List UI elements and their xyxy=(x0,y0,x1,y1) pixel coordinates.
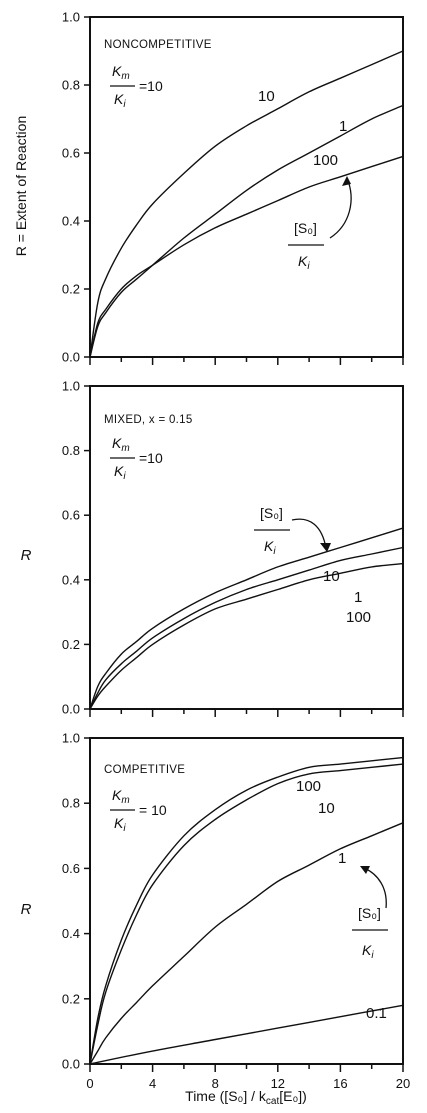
y-tick-label: 0.4 xyxy=(62,926,80,941)
y-tick-label: 0.6 xyxy=(62,861,80,876)
series-line-0.1 xyxy=(89,1004,404,1065)
series-line-100 xyxy=(89,756,404,1065)
x-tick-label: 4 xyxy=(149,1076,156,1091)
y-tick-label: 0.6 xyxy=(62,508,80,523)
plot-frame xyxy=(89,737,404,1065)
y-ticks: 0.0 0.2 0.4 0.6 0.8 1.0 xyxy=(62,731,90,1072)
s0-ki-legend: [S₀] Ki xyxy=(352,866,388,961)
y-axis-label: R xyxy=(21,901,32,918)
curve-label-1: 1 xyxy=(339,118,347,135)
curve-label-10: 10 xyxy=(318,800,335,817)
km-ki-ratio: Km Ki =10 xyxy=(110,63,163,110)
legend-top: [S₀] xyxy=(358,905,381,921)
series-line-10 xyxy=(89,763,404,1065)
km-ki-ratio: Km Ki =10 xyxy=(110,435,163,482)
panel-mixed: MIXED, x = 0.15 Km Ki =10 R 0.0 0.2 0.4 0.6… xyxy=(21,379,404,717)
y-tick-label: 0.4 xyxy=(62,572,80,587)
arrow-head xyxy=(360,866,370,874)
km-ki-ratio: Km Ki = 10 xyxy=(110,787,167,834)
panel-label: COMPETITIVE xyxy=(104,764,185,776)
panel-label: NONCOMPETITIVE xyxy=(104,39,212,51)
x-tick-labels: 0 4 8 12 16 20 xyxy=(86,1076,410,1091)
x-tick-label: 0 xyxy=(86,1076,93,1091)
y-tick-label: 0.0 xyxy=(62,702,80,717)
x-axis-label: Time ([S₀] / kcat[E₀]) xyxy=(185,1088,307,1107)
ratio-top: Km xyxy=(112,787,130,806)
legend-bottom: Ki xyxy=(362,942,374,961)
y-tick-label: 0.6 xyxy=(62,146,80,161)
x-tick-marks xyxy=(89,357,404,365)
panel-noncompetitive: NONCOMPETITIVE Km Ki =10 R = Extent of R… xyxy=(13,10,404,365)
curve-labels: 10 1 100 xyxy=(323,568,371,626)
y-tick-label: 0.8 xyxy=(62,443,80,458)
y-tick-label: 1.0 xyxy=(62,10,80,25)
s0-ki-legend: [S₀] Ki xyxy=(288,176,352,272)
curve-label-0.1: 0.1 xyxy=(366,1005,387,1022)
legend-top: [S₀] xyxy=(260,505,283,521)
legend-arrow xyxy=(329,177,352,239)
series-line-100 xyxy=(89,155,404,358)
y-tick-label: 0.2 xyxy=(62,637,80,652)
x-tick-marks xyxy=(89,1064,404,1072)
y-tick-label: 1.0 xyxy=(62,731,80,746)
curve-label-100: 100 xyxy=(296,778,321,795)
series-lines xyxy=(89,50,404,358)
ratio-value: =10 xyxy=(139,78,163,94)
x-tick-marks xyxy=(89,709,404,717)
series-line-10 xyxy=(89,50,404,358)
series-lines xyxy=(89,756,404,1065)
ratio-top: Km xyxy=(112,435,130,454)
ratio-bottom: Ki xyxy=(114,91,126,110)
ratio-top: Km xyxy=(112,63,130,82)
y-ticks: 0.0 0.2 0.4 0.6 0.8 1.0 xyxy=(62,379,90,717)
panel-label: MIXED, x = 0.15 xyxy=(104,414,193,426)
curve-label-100: 100 xyxy=(313,152,338,169)
curve-label-100: 100 xyxy=(346,609,371,626)
x-tick-label: 8 xyxy=(212,1076,219,1091)
y-tick-label: 0.0 xyxy=(62,350,80,365)
series-line-1 xyxy=(89,546,404,710)
y-tick-label: 0.2 xyxy=(62,282,80,297)
s0-ki-legend: [S₀] Ki xyxy=(254,505,331,557)
curve-label-10: 10 xyxy=(323,568,340,585)
y-axis-label: R xyxy=(21,547,32,564)
ratio-value: =10 xyxy=(139,450,163,466)
curve-labels: 10 1 100 xyxy=(258,88,347,169)
curve-labels: 100 10 1 0.1 xyxy=(296,778,387,1022)
arrow-head xyxy=(320,543,331,552)
y-ticks: 0.0 0.2 0.4 0.6 0.8 1.0 xyxy=(62,10,90,365)
curve-label-10: 10 xyxy=(258,88,275,105)
x-tick-label: 12 xyxy=(271,1076,285,1091)
ratio-value: = 10 xyxy=(139,802,167,818)
y-tick-label: 0.8 xyxy=(62,796,80,811)
y-tick-label: 0.2 xyxy=(62,991,80,1006)
legend-arrow xyxy=(363,867,387,909)
series-line-1 xyxy=(89,104,404,358)
series-lines xyxy=(89,527,404,710)
series-line-1 xyxy=(89,822,404,1065)
ratio-bottom: Ki xyxy=(114,463,126,482)
legend-top: [S₀] xyxy=(294,220,317,236)
curve-label-1: 1 xyxy=(354,589,362,606)
y-tick-label: 0.8 xyxy=(62,78,80,93)
panel-competitive: COMPETITIVE Km Ki = 10 R 0.0 0.2 0.4 0.6 0.8… xyxy=(21,731,411,1108)
arrow-head xyxy=(342,176,351,186)
legend-bottom: Ki xyxy=(264,538,276,557)
curve-label-1: 1 xyxy=(338,850,346,867)
legend-bottom: Ki xyxy=(298,253,310,272)
y-tick-label: 0.4 xyxy=(62,214,80,229)
y-axis-label: R = Extent of Reaction xyxy=(13,116,29,256)
series-line-10 xyxy=(89,527,404,710)
x-tick-label: 20 xyxy=(396,1076,410,1091)
legend-arrow xyxy=(291,518,327,549)
y-tick-label: 0.0 xyxy=(62,1057,80,1072)
y-tick-label: 1.0 xyxy=(62,379,80,394)
x-tick-label: 16 xyxy=(333,1076,347,1091)
series-line-100 xyxy=(89,562,404,710)
ratio-bottom: Ki xyxy=(114,815,126,834)
plot-frame xyxy=(89,385,404,710)
plot-frame xyxy=(89,16,404,358)
